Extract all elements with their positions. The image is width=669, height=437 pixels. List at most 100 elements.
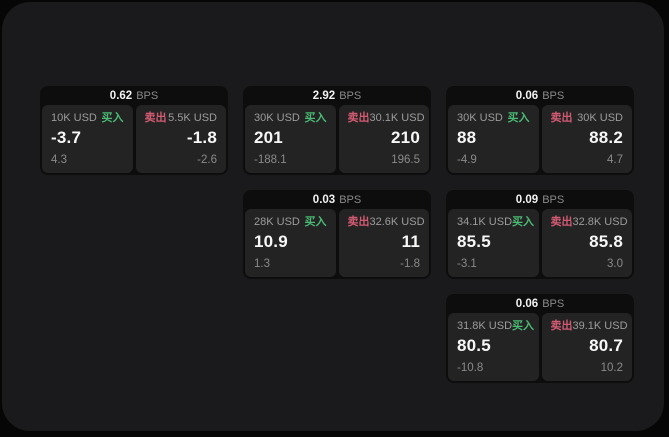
sell-top-row: 卖出 39.1K USD	[550, 320, 628, 333]
card-header: 0.03 BPS	[245, 192, 429, 209]
card-body: 31.8K USD 买入 80.5 -10.8 卖出 39.1K USD 80.…	[448, 313, 632, 381]
buy-amount: 28K USD	[254, 216, 300, 228]
card-body: 28K USD 买入 10.9 1.3 卖出 32.6K USD 11 -1.8	[245, 209, 429, 277]
sell-tag: 卖出	[550, 112, 573, 124]
bps-value: 2.92	[312, 90, 336, 102]
bps-value: 0.09	[515, 194, 539, 206]
bps-unit-label: BPS	[339, 90, 362, 102]
sell-panel[interactable]: 卖出 32.6K USD 11 -1.8	[338, 209, 429, 277]
buy-delta: 4.3	[51, 154, 67, 166]
sell-tag: 卖出	[347, 112, 370, 124]
buy-top-row: 30K USD 买入	[457, 112, 530, 125]
card-body: 10K USD 买入 -3.7 4.3 卖出 5.5K USD -1.8 -2.…	[42, 105, 226, 173]
buy-tag: 买入	[101, 112, 124, 124]
sell-value: 85.8	[589, 232, 623, 251]
sell-tag: 卖出	[550, 216, 573, 228]
sell-delta: -2.6	[197, 154, 217, 166]
buy-panel[interactable]: 28K USD 买入 10.9 1.3	[245, 209, 336, 277]
sell-tag: 卖出	[144, 112, 167, 124]
buy-delta: -3.1	[457, 258, 477, 270]
buy-value: -3.7	[51, 128, 82, 147]
buy-tag: 买入	[507, 112, 530, 124]
buy-tag: 买入	[512, 320, 535, 332]
sell-amount: 30.1K USD	[369, 112, 425, 124]
buy-tag: 买入	[304, 216, 327, 228]
quote-card[interactable]: 0.06 BPS 30K USD 买入 88 -4.9 卖出 30K USD 8…	[446, 86, 634, 175]
sell-delta: 196.5	[391, 154, 420, 166]
quote-card[interactable]: 0.09 BPS 34.1K USD 买入 85.5 -3.1 卖出 32.8K…	[446, 190, 634, 279]
bps-value: 0.03	[312, 194, 336, 206]
sell-value: -1.8	[186, 128, 217, 147]
sell-value: 80.7	[589, 336, 623, 355]
sell-delta: 3.0	[607, 258, 623, 270]
sell-tag: 卖出	[347, 216, 370, 228]
buy-delta: 1.3	[254, 258, 270, 270]
buy-value: 85.5	[457, 232, 491, 251]
buy-delta: -10.8	[457, 362, 484, 374]
buy-delta: -4.9	[457, 154, 477, 166]
buy-top-row: 31.8K USD 买入	[457, 320, 534, 333]
buy-top-row: 28K USD 买入	[254, 216, 327, 229]
buy-panel[interactable]: 30K USD 买入 88 -4.9	[448, 105, 539, 173]
sell-value: 88.2	[589, 128, 623, 147]
sell-amount: 32.6K USD	[369, 216, 425, 228]
sell-top-row: 卖出 32.6K USD	[347, 216, 425, 229]
sell-top-row: 卖出 30K USD	[551, 112, 624, 125]
buy-panel[interactable]: 31.8K USD 买入 80.5 -10.8	[448, 313, 539, 381]
sell-delta: -1.8	[400, 258, 420, 270]
bps-value: 0.62	[109, 90, 133, 102]
buy-top-row: 10K USD 买入	[51, 112, 124, 125]
sell-top-row: 卖出 30.1K USD	[347, 112, 425, 125]
card-header: 0.06 BPS	[448, 88, 632, 105]
sell-amount: 5.5K USD	[168, 112, 217, 124]
sell-value: 11	[401, 232, 420, 251]
buy-panel[interactable]: 30K USD 买入 201 -188.1	[245, 105, 336, 173]
card-body: 30K USD 买入 201 -188.1 卖出 30.1K USD 210 1…	[245, 105, 429, 173]
sell-delta: 4.7	[607, 154, 623, 166]
sell-top-row: 卖出 32.8K USD	[550, 216, 628, 229]
buy-amount: 31.8K USD	[457, 320, 513, 332]
sell-panel[interactable]: 卖出 5.5K USD -1.8 -2.6	[135, 105, 226, 173]
buy-value: 10.9	[254, 232, 288, 251]
sell-top-row: 卖出 5.5K USD	[145, 112, 218, 125]
buy-value: 88	[457, 128, 477, 147]
buy-amount: 30K USD	[254, 112, 300, 124]
buy-value: 201	[254, 128, 283, 147]
buy-tag: 买入	[304, 112, 327, 124]
sell-amount: 30K USD	[577, 112, 623, 124]
card-body: 30K USD 买入 88 -4.9 卖出 30K USD 88.2 4.7	[448, 105, 632, 173]
buy-amount: 10K USD	[51, 112, 97, 124]
card-body: 34.1K USD 买入 85.5 -3.1 卖出 32.8K USD 85.8…	[448, 209, 632, 277]
quote-card[interactable]: 0.03 BPS 28K USD 买入 10.9 1.3 卖出 32.6K US…	[243, 190, 431, 279]
buy-tag: 买入	[512, 216, 535, 228]
buy-top-row: 30K USD 买入	[254, 112, 327, 125]
sell-panel[interactable]: 卖出 32.8K USD 85.8 3.0	[541, 209, 632, 277]
buy-panel[interactable]: 10K USD 买入 -3.7 4.3	[42, 105, 133, 173]
buy-amount: 34.1K USD	[457, 216, 513, 228]
buy-panel[interactable]: 34.1K USD 买入 85.5 -3.1	[448, 209, 539, 277]
quote-card[interactable]: 0.62 BPS 10K USD 买入 -3.7 4.3 卖出 5.5K USD…	[40, 86, 228, 175]
buy-delta: -188.1	[254, 154, 287, 166]
app-panel: 0.62 BPS 10K USD 买入 -3.7 4.3 卖出 5.5K USD…	[2, 2, 664, 431]
sell-value: 210	[391, 128, 420, 147]
sell-amount: 32.8K USD	[572, 216, 628, 228]
bps-unit-label: BPS	[542, 194, 565, 206]
bps-unit-label: BPS	[339, 194, 362, 206]
card-header: 0.06 BPS	[448, 296, 632, 313]
sell-tag: 卖出	[550, 320, 573, 332]
cards-grid: 0.62 BPS 10K USD 买入 -3.7 4.3 卖出 5.5K USD…	[40, 86, 634, 383]
buy-amount: 30K USD	[457, 112, 503, 124]
sell-panel[interactable]: 卖出 39.1K USD 80.7 10.2	[541, 313, 632, 381]
sell-delta: 10.2	[600, 362, 623, 374]
bps-value: 0.06	[515, 90, 539, 102]
card-header: 2.92 BPS	[245, 88, 429, 105]
buy-top-row: 34.1K USD 买入	[457, 216, 534, 229]
sell-panel[interactable]: 卖出 30K USD 88.2 4.7	[541, 105, 632, 173]
bps-unit-label: BPS	[542, 298, 565, 310]
bps-unit-label: BPS	[136, 90, 159, 102]
sell-panel[interactable]: 卖出 30.1K USD 210 196.5	[338, 105, 429, 173]
quote-card[interactable]: 0.06 BPS 31.8K USD 买入 80.5 -10.8 卖出 39.1…	[446, 294, 634, 383]
quote-card[interactable]: 2.92 BPS 30K USD 买入 201 -188.1 卖出 30.1K …	[243, 86, 431, 175]
bps-unit-label: BPS	[542, 90, 565, 102]
card-header: 0.09 BPS	[448, 192, 632, 209]
